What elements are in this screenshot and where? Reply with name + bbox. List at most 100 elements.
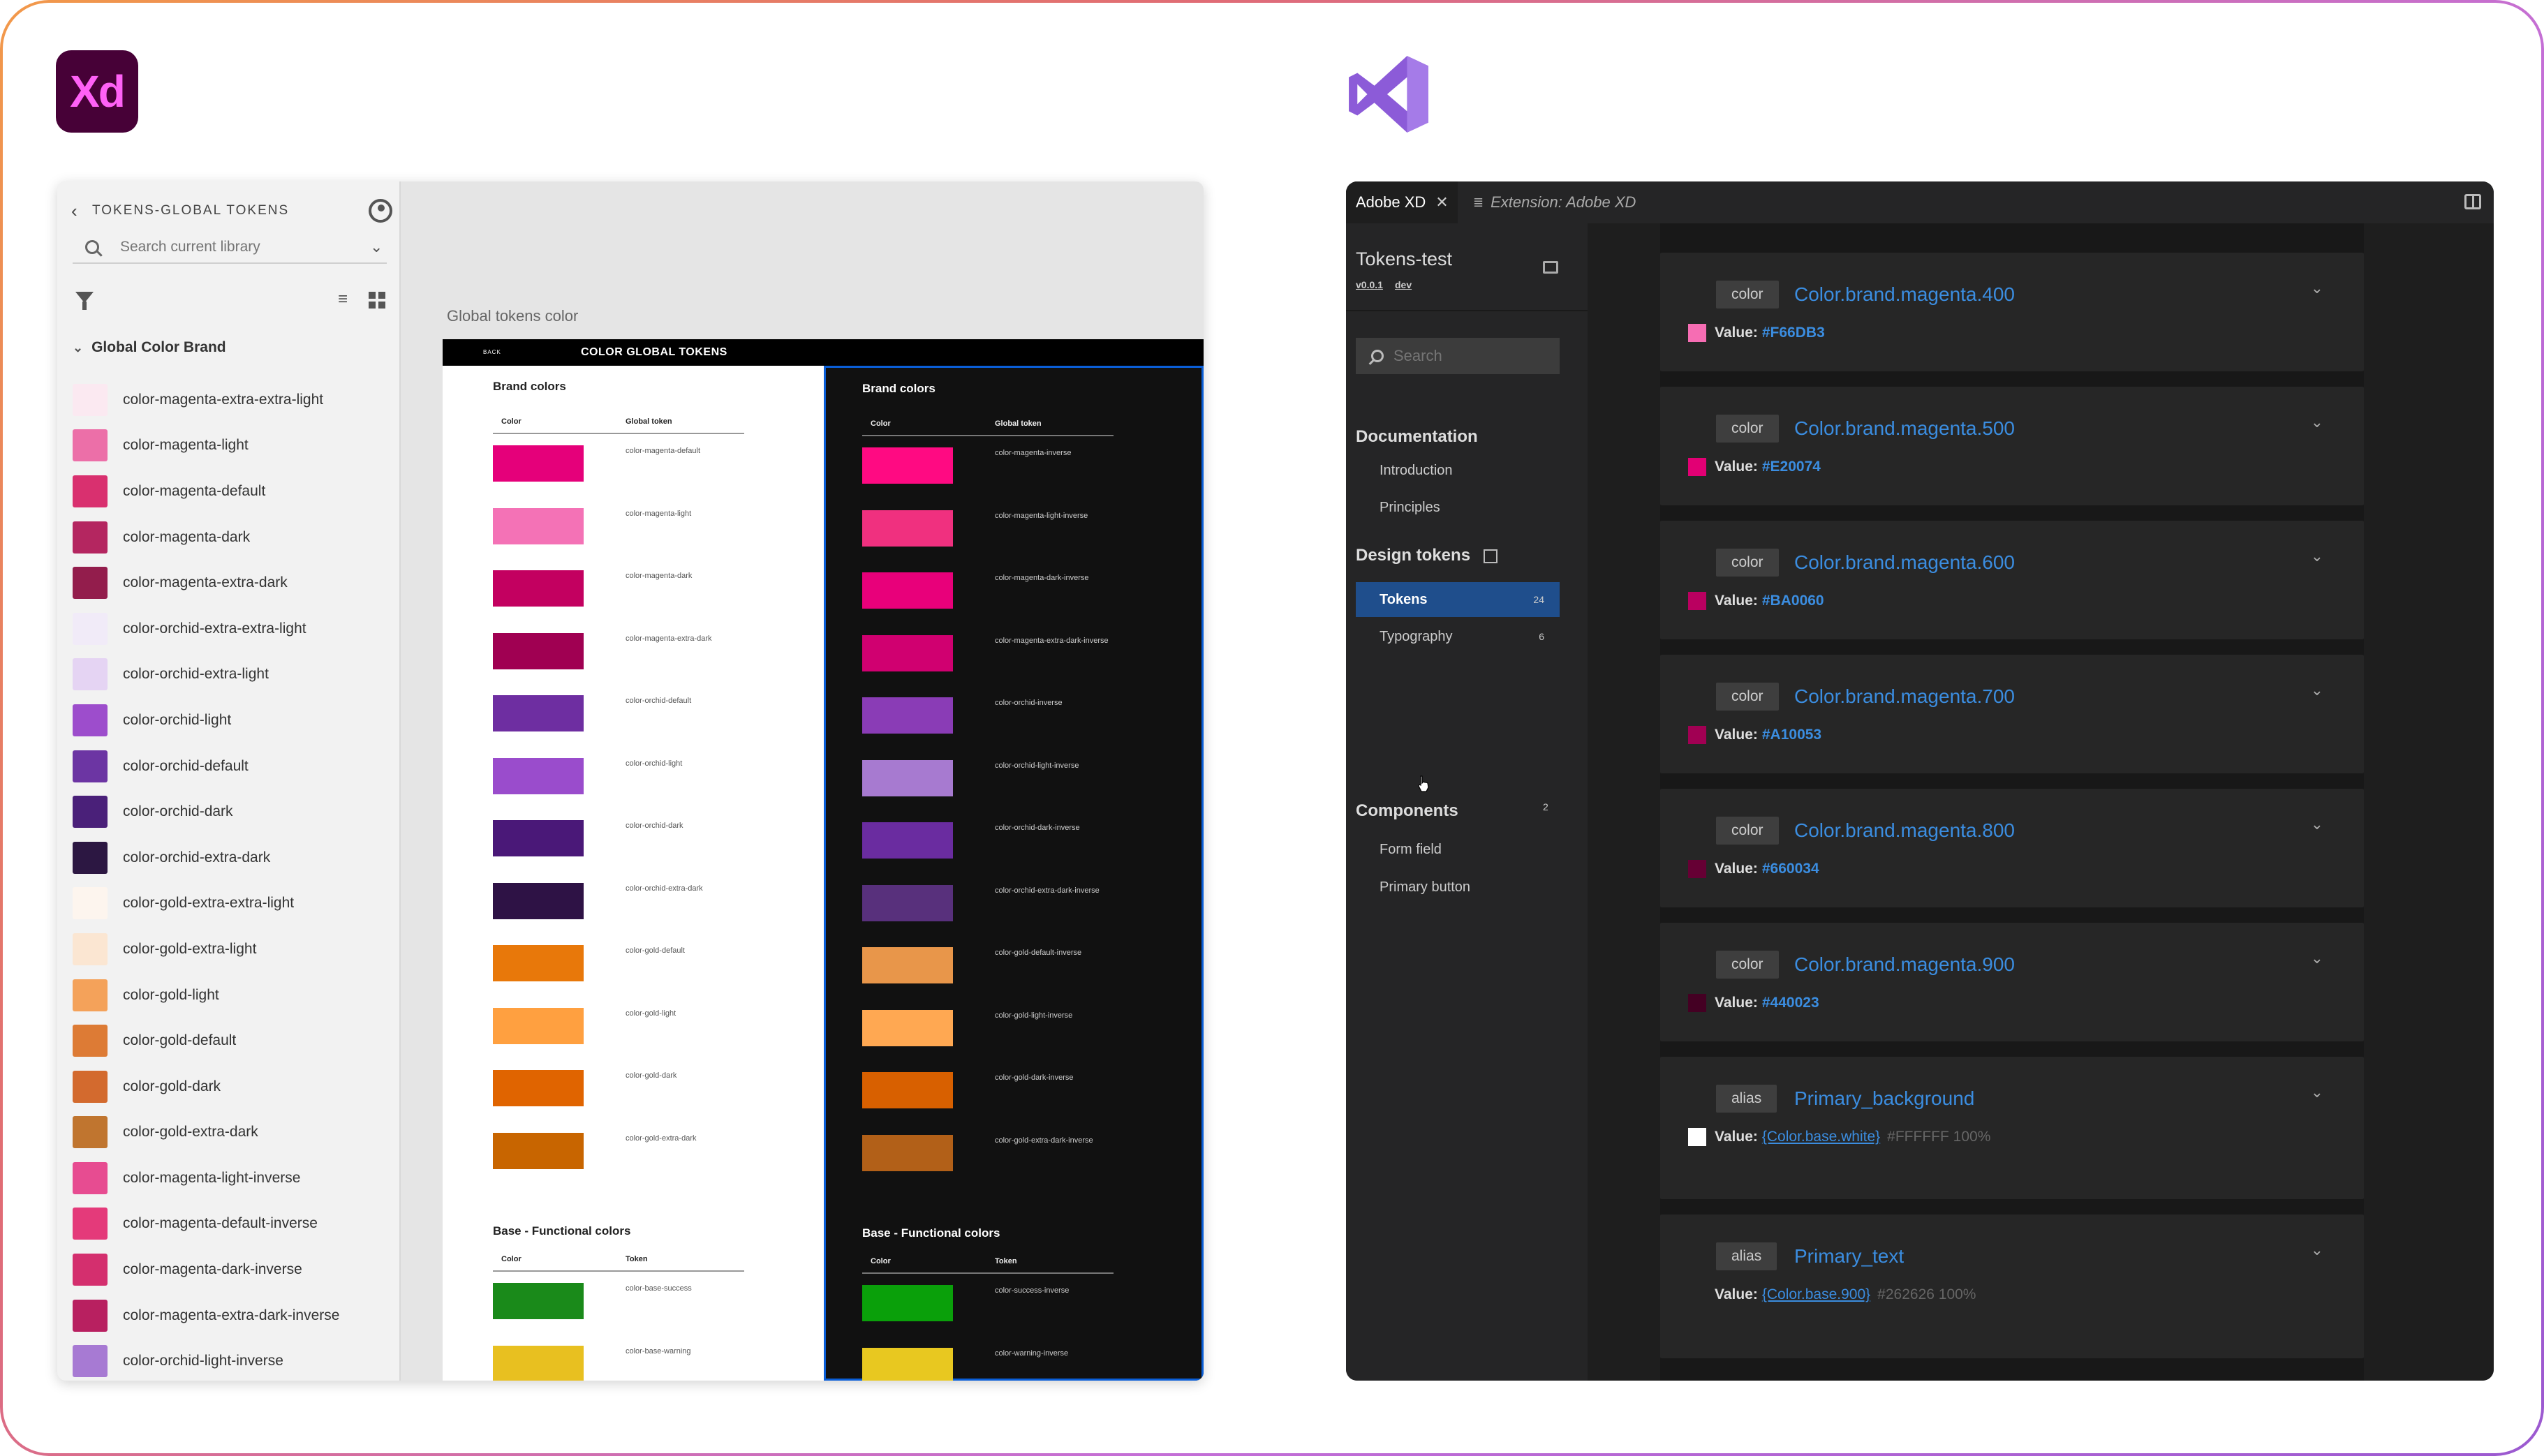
alias-reference-link[interactable]: {Color.base.white} [1761, 1129, 1881, 1145]
chevron-down-icon[interactable]: ⌄ [2310, 1083, 2323, 1101]
branch-link[interactable]: dev [1395, 279, 1412, 290]
chevron-down-icon[interactable]: ⌄ [2310, 279, 2323, 297]
chevron-down-icon: ⌄ [73, 340, 84, 355]
nav-item-introduction[interactable]: Introduction [1356, 453, 1560, 488]
nav-item-principles[interactable]: Principles [1356, 490, 1560, 525]
external-link-icon[interactable] [1483, 549, 1497, 563]
nav-heading-components[interactable]: Components [1356, 801, 1458, 821]
color-list-item[interactable]: color-gold-light [73, 972, 394, 1018]
color-list-item[interactable]: color-orchid-extra-extra-light [73, 606, 394, 652]
color-list-item[interactable]: color-gold-extra-light [73, 926, 394, 972]
token-name: color-magenta-light-inverse [995, 511, 1088, 520]
token-name-link[interactable]: Color.brand.magenta.400 [1794, 283, 2015, 305]
token-swatch [862, 447, 953, 484]
package-icon[interactable] [1543, 261, 1558, 274]
color-list-item[interactable]: color-magenta-dark-inverse [73, 1247, 394, 1293]
chevron-down-icon[interactable]: ⌄ [370, 238, 383, 255]
artboard-name[interactable]: Global tokens color [447, 307, 579, 325]
nav-item-tokens[interactable]: Tokens 24 [1356, 582, 1560, 617]
search-input[interactable] [1393, 347, 1547, 365]
artboard[interactable]: BACK COLOR GLOBAL TOKENS Brand colors Col… [443, 339, 1204, 1381]
tab-label: Extension: Adobe XD [1491, 193, 1636, 211]
library-search-input[interactable] [120, 239, 370, 255]
typography-count: 6 [1539, 631, 1544, 642]
chevron-down-icon[interactable]: ⌄ [2310, 949, 2323, 967]
token-swatch [862, 1072, 953, 1108]
color-list-item[interactable]: color-orchid-dark [73, 789, 394, 835]
token-card[interactable]: color Color.brand.magenta.800 ⌄ Value: #6600… [1660, 789, 2364, 907]
color-label: color-orchid-extra-dark [123, 849, 271, 866]
color-group-header[interactable]: ⌄ Global Color Brand [73, 339, 226, 356]
back-chevron-icon[interactable]: ‹ [71, 200, 77, 221]
color-list-item[interactable]: color-magenta-default-inverse [73, 1201, 394, 1247]
color-swatch [73, 658, 108, 691]
nav-heading-documentation[interactable]: Documentation [1356, 427, 1478, 446]
panel-title: TOKENS-GLOBAL TOKENS [92, 203, 290, 218]
color-list-item[interactable]: color-gold-default [73, 1018, 394, 1064]
token-name: color-gold-default-inverse [995, 949, 1082, 957]
color-list-item[interactable]: color-orchid-default [73, 743, 394, 789]
nav-heading-design-tokens[interactable]: Design tokens [1356, 546, 1497, 565]
color-list-item[interactable]: color-magenta-dark [73, 514, 394, 560]
color-list-item[interactable]: color-orchid-light [73, 697, 394, 743]
filter-icon[interactable] [75, 292, 94, 310]
token-swatch [493, 820, 584, 856]
token-name-link[interactable]: Color.brand.magenta.500 [1794, 417, 2015, 439]
tab-extension-adobe-xd[interactable]: ≣ Extension: Adobe XD [1460, 181, 1636, 223]
color-list-item[interactable]: color-orchid-extra-light [73, 652, 394, 698]
color-list-item[interactable]: color-magenta-extra-dark-inverse [73, 1293, 394, 1339]
chevron-down-icon[interactable]: ⌄ [2310, 1241, 2323, 1258]
token-name: color-gold-default [626, 946, 685, 955]
color-list-item[interactable]: color-gold-dark [73, 1064, 394, 1110]
chevron-down-icon[interactable]: ⌄ [2310, 815, 2323, 833]
tab-adobe-xd[interactable]: Adobe XD ✕ [1346, 181, 1458, 223]
token-card[interactable]: color Color.brand.magenta.900 ⌄ Value: #4400… [1660, 923, 2364, 1041]
nav-item-primary-button[interactable]: Primary button [1356, 870, 1560, 905]
hex-value: #A10053 [1761, 727, 1822, 743]
token-card[interactable]: color Color.brand.magenta.400 ⌄ Value: #F66D… [1660, 253, 2364, 371]
token-name: color-gold-extra-dark-inverse [995, 1136, 1093, 1145]
split-editor-icon[interactable] [2464, 194, 2481, 209]
token-name-link[interactable]: Color.brand.magenta.700 [1794, 685, 2015, 707]
token-name: color-gold-light-inverse [995, 1011, 1073, 1020]
token-card[interactable]: color Color.brand.magenta.500 ⌄ Value: #E200… [1660, 387, 2364, 505]
color-list-item[interactable]: color-gold-extra-dark [73, 1110, 394, 1156]
grid-view-icon[interactable] [369, 292, 385, 309]
token-name-link[interactable]: Color.brand.magenta.800 [1794, 819, 2015, 841]
nav-item-form-field[interactable]: Form field [1356, 832, 1560, 867]
version-link[interactable]: v0.0.1 [1356, 279, 1383, 290]
alias-reference-link[interactable]: {Color.base.900} [1761, 1286, 1871, 1302]
column-header: Global token [995, 419, 1042, 428]
artboard-heading: COLOR GLOBAL TOKENS [581, 346, 727, 358]
chevron-down-icon[interactable]: ⌄ [2310, 681, 2323, 699]
color-list-item[interactable]: color-orchid-light-inverse [73, 1338, 394, 1381]
color-list-item[interactable]: color-magenta-light-inverse [73, 1155, 394, 1201]
token-card[interactable]: color Color.brand.magenta.700 ⌄ Value: #A100… [1660, 655, 2364, 773]
token-value-swatch [1688, 324, 1706, 342]
color-swatch [73, 887, 108, 920]
chevron-down-icon[interactable]: ⌄ [2310, 547, 2323, 565]
token-name-link[interactable]: Primary_text [1794, 1245, 1905, 1267]
token-name-link[interactable]: Color.brand.magenta.600 [1794, 551, 2015, 573]
panel-header: ‹ TOKENS-GLOBAL TOKENS [71, 197, 392, 225]
color-list-item[interactable]: color-orchid-extra-dark [73, 835, 394, 881]
token-card[interactable]: alias Primary_text ⌄ Value: {Color.base.900}… [1660, 1214, 2364, 1358]
color-swatch [73, 1025, 108, 1057]
user-icon[interactable] [369, 199, 392, 223]
chevron-down-icon[interactable]: ⌄ [2310, 413, 2323, 431]
token-card[interactable]: alias Primary_background ⌄ Value: {Color.bas… [1660, 1057, 2364, 1199]
color-list-item[interactable]: color-magenta-light [73, 423, 394, 469]
token-card[interactable]: color Color.brand.magenta.600 ⌄ Value: #BA00… [1660, 521, 2364, 639]
sort-icon[interactable]: ≡ [338, 290, 348, 309]
color-label: color-gold-extra-dark [123, 1124, 258, 1141]
token-name-link[interactable]: Color.brand.magenta.900 [1794, 953, 2015, 975]
token-value: Value: #E20074 [1688, 458, 1821, 476]
token-name-link[interactable]: Primary_background [1794, 1087, 1975, 1109]
color-list-item[interactable]: color-magenta-default [73, 468, 394, 514]
nav-item-typography[interactable]: Typography 6 [1356, 619, 1560, 654]
color-list-item[interactable]: color-gold-extra-extra-light [73, 881, 394, 927]
extension-icon: ≣ [1473, 195, 1484, 209]
color-list-item[interactable]: color-magenta-extra-dark [73, 560, 394, 606]
color-list-item[interactable]: color-magenta-extra-extra-light [73, 377, 394, 423]
close-icon[interactable]: ✕ [1435, 193, 1449, 211]
